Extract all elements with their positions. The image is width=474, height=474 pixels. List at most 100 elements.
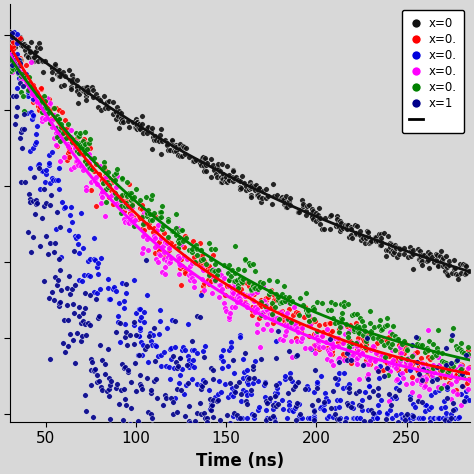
Point bbox=[128, 193, 136, 201]
Point bbox=[358, 396, 366, 403]
Point bbox=[53, 123, 61, 131]
Point bbox=[122, 401, 130, 409]
Point bbox=[337, 323, 345, 331]
Point bbox=[379, 366, 387, 374]
Point bbox=[319, 343, 327, 351]
Point bbox=[433, 375, 440, 383]
Point bbox=[336, 420, 344, 428]
Point bbox=[397, 354, 405, 362]
Point bbox=[250, 411, 257, 419]
Point bbox=[313, 384, 320, 392]
Point bbox=[462, 395, 470, 403]
Point bbox=[244, 379, 251, 386]
Point bbox=[150, 325, 158, 332]
Point bbox=[156, 131, 164, 139]
Point bbox=[80, 318, 87, 325]
Point bbox=[40, 109, 47, 117]
Point bbox=[218, 285, 226, 292]
Point bbox=[247, 182, 255, 189]
Point bbox=[239, 374, 247, 382]
Point bbox=[101, 172, 109, 180]
Point bbox=[443, 362, 450, 369]
Point bbox=[176, 354, 184, 362]
Point bbox=[65, 146, 73, 153]
Point bbox=[269, 406, 276, 413]
Point bbox=[41, 103, 48, 110]
Point bbox=[428, 253, 436, 261]
Point bbox=[180, 252, 188, 259]
Point bbox=[434, 353, 441, 361]
Point bbox=[32, 47, 40, 55]
Point bbox=[353, 223, 360, 230]
Point bbox=[176, 140, 184, 147]
Point bbox=[250, 283, 257, 290]
Point bbox=[28, 115, 36, 123]
Point bbox=[297, 440, 304, 448]
Point bbox=[304, 307, 311, 315]
Point bbox=[174, 237, 182, 245]
Point bbox=[157, 363, 165, 370]
Point bbox=[66, 291, 73, 298]
Point bbox=[34, 99, 41, 106]
Point bbox=[72, 146, 79, 153]
Point bbox=[415, 371, 423, 378]
Point bbox=[250, 284, 258, 292]
Point bbox=[231, 269, 238, 277]
Point bbox=[80, 87, 88, 94]
Point bbox=[53, 141, 60, 149]
Point bbox=[347, 223, 355, 231]
Point bbox=[179, 237, 186, 245]
Point bbox=[122, 191, 130, 198]
Point bbox=[77, 319, 84, 327]
Point bbox=[190, 283, 198, 291]
Point bbox=[414, 414, 421, 421]
Point bbox=[351, 340, 359, 347]
Point bbox=[345, 381, 352, 388]
Point bbox=[423, 365, 430, 372]
Point bbox=[73, 159, 80, 166]
Point bbox=[293, 399, 301, 407]
Point bbox=[42, 170, 50, 177]
Point bbox=[280, 201, 288, 208]
Point bbox=[77, 139, 85, 147]
Point bbox=[36, 99, 44, 107]
Point bbox=[310, 440, 318, 448]
Point bbox=[176, 262, 184, 269]
Point bbox=[43, 104, 51, 112]
Point bbox=[282, 331, 289, 339]
Point bbox=[415, 363, 423, 370]
Point bbox=[245, 278, 253, 285]
Point bbox=[428, 354, 436, 361]
Point bbox=[423, 367, 431, 375]
Point bbox=[156, 251, 164, 258]
Point bbox=[214, 160, 222, 167]
Point bbox=[97, 106, 104, 114]
Point bbox=[442, 253, 450, 260]
Point bbox=[183, 255, 191, 263]
Point bbox=[430, 414, 438, 421]
Point bbox=[378, 351, 386, 359]
Point bbox=[453, 371, 460, 378]
Point bbox=[441, 261, 449, 269]
Point bbox=[272, 389, 279, 397]
Point bbox=[223, 178, 230, 186]
Point bbox=[429, 414, 437, 421]
Point bbox=[384, 365, 392, 372]
Point bbox=[201, 354, 208, 361]
Point bbox=[288, 297, 296, 305]
Point bbox=[246, 292, 254, 299]
Point bbox=[133, 118, 140, 126]
Point bbox=[285, 440, 292, 448]
Point bbox=[41, 58, 49, 65]
Point bbox=[118, 174, 126, 182]
Point bbox=[210, 166, 218, 174]
Point bbox=[422, 374, 429, 382]
Point bbox=[346, 224, 354, 231]
Point bbox=[373, 364, 380, 372]
Point bbox=[238, 172, 246, 179]
Point bbox=[150, 209, 157, 217]
Point bbox=[76, 130, 83, 137]
Point bbox=[406, 243, 413, 251]
Point bbox=[334, 375, 341, 383]
Point bbox=[331, 410, 339, 418]
